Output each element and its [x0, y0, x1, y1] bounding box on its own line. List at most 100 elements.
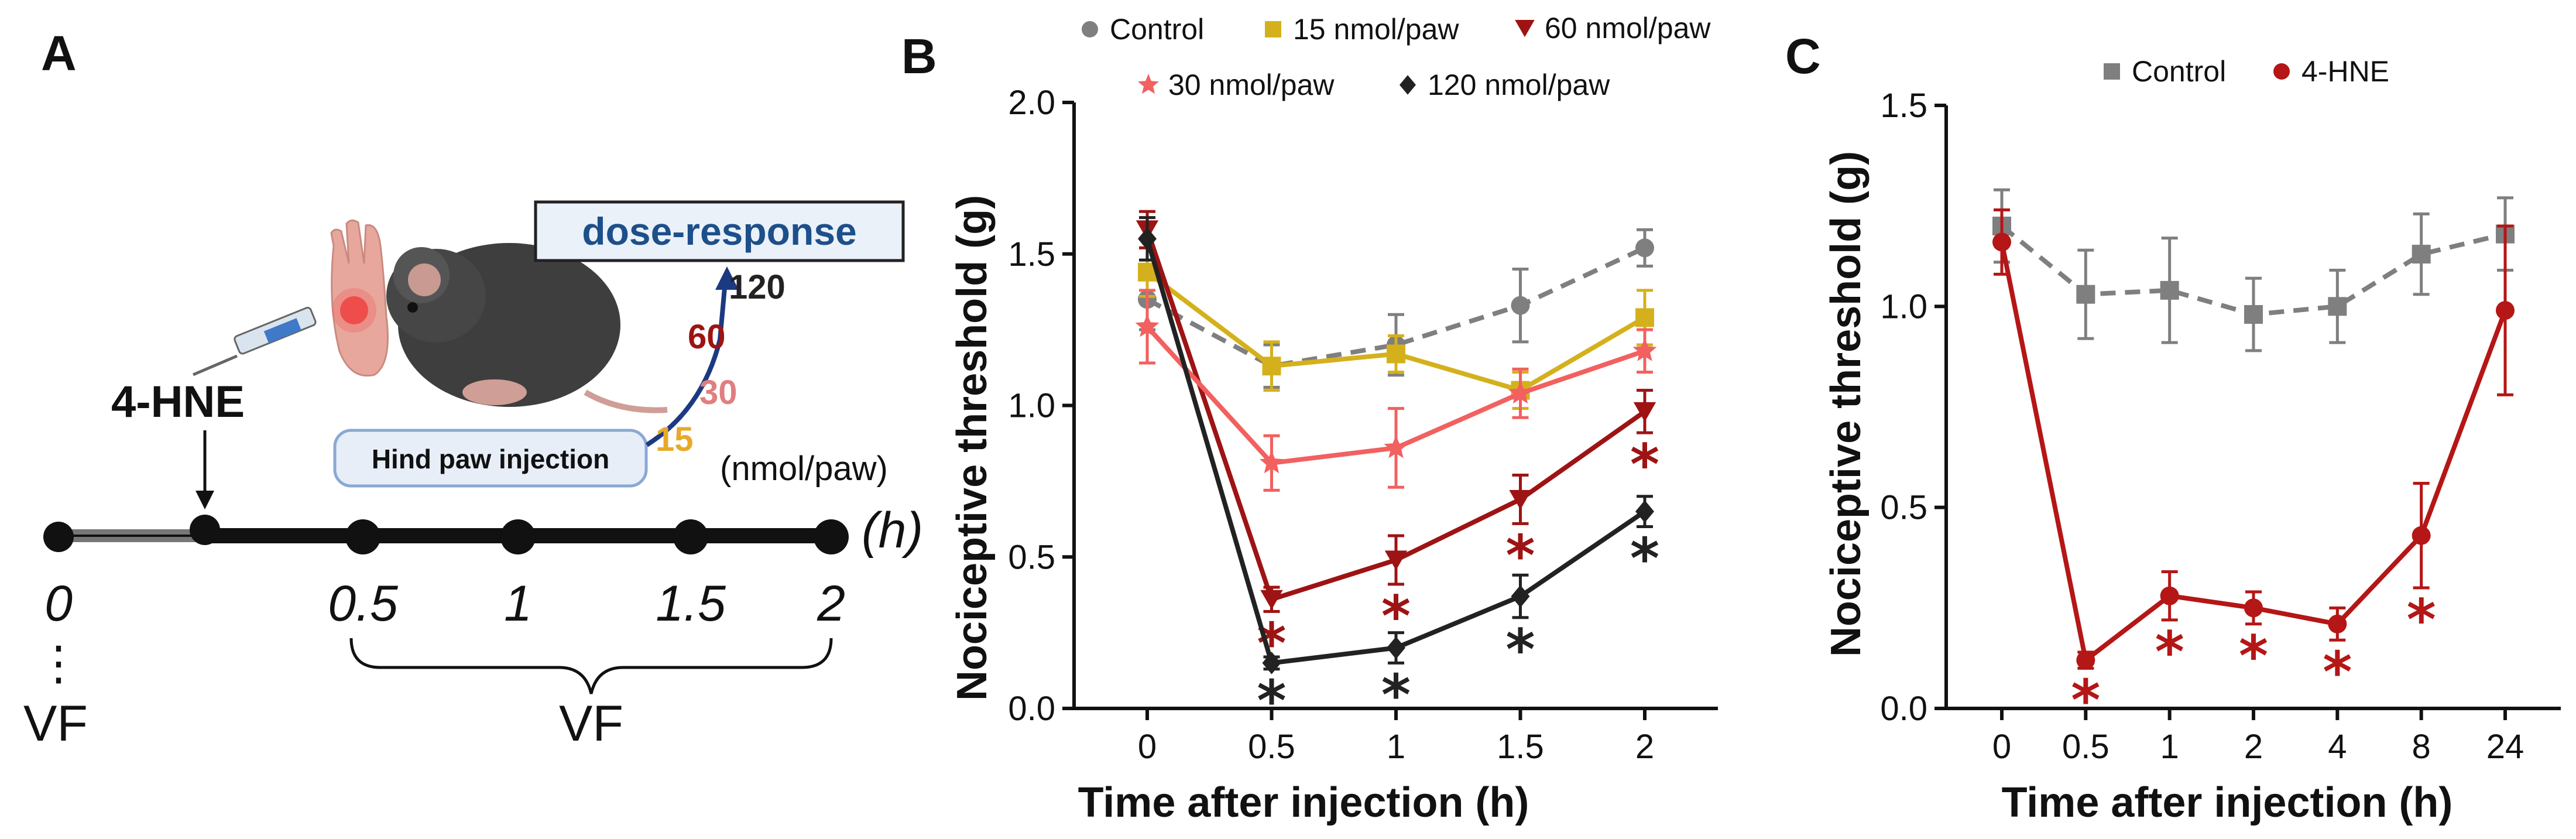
data-point-hne: [2076, 650, 2095, 670]
data-point-d15: [1635, 308, 1654, 327]
data-point-d60: [1260, 590, 1283, 610]
data-point-d120: [1635, 500, 1654, 523]
x-tick-label: 0: [1138, 728, 1157, 766]
series-d120: * * * *: [1138, 216, 1659, 734]
data-point-control: [1511, 296, 1530, 315]
legend-marker-d30: [1138, 74, 1159, 94]
legend-marker-d15: [1265, 21, 1281, 37]
x-tick-label: 2: [1635, 728, 1654, 766]
syringe-icon: [193, 307, 317, 376]
significance-star: *: [2071, 667, 2100, 733]
data-point-d30: [1135, 314, 1160, 337]
dose-response-label: dose-response: [582, 210, 856, 253]
data-point-control: [2244, 305, 2263, 324]
significance-star: *: [1257, 669, 1286, 734]
legend-marker-control: [2104, 63, 2120, 80]
significance-star: *: [1630, 432, 1659, 498]
panel-c-series: * * * * *: [1992, 188, 2515, 733]
panel-a-schematic: A Hind paw injection dose-respo: [23, 26, 923, 752]
timeline-unit: (h): [862, 502, 923, 559]
x-tick-label: 0.5: [1248, 728, 1295, 766]
y-tick-label: 0.5: [1880, 489, 1927, 527]
data-point-hne: [1992, 232, 2011, 252]
series-control: [1992, 188, 2515, 352]
arrow-head-icon: [715, 266, 739, 290]
panel-b-chart: B 0.00.51.01.52.00 0.5 1 1.5 2 * **** *** Cont…: [901, 12, 1718, 826]
dose-30: 30: [699, 374, 738, 412]
x-tick-label: 2: [2244, 728, 2263, 766]
data-point-d60: [1384, 550, 1408, 571]
panel-b-label: B: [901, 29, 937, 84]
legend-marker-control: [1082, 21, 1098, 37]
data-point-control: [2412, 245, 2431, 264]
data-point-d30: [1260, 450, 1284, 474]
timeline-tick-0: 0: [44, 576, 73, 632]
data-point-d15: [1387, 344, 1405, 364]
y-tick-label: 2.0: [1008, 84, 1055, 122]
panel-c-legend: Control 4-HNE: [2104, 55, 2389, 88]
y-tick-label: 1.5: [1880, 87, 1927, 125]
y-tick-label: 0.0: [1008, 690, 1055, 728]
data-point-d60: [1509, 489, 1532, 510]
dose-response-arrow: [645, 275, 728, 447]
panel-b-legend: Control 15 nmol/paw 60 nmol/paw 30 nmol/paw…: [1082, 12, 1711, 101]
y-tick-label: 1.0: [1880, 287, 1927, 326]
x-tick-label: 1: [1387, 728, 1405, 766]
series-d30: [1135, 289, 1657, 492]
dose-120: 120: [729, 268, 786, 306]
dose-60: 60: [688, 318, 726, 356]
data-point-d120: [1387, 636, 1405, 659]
series-line-control: [1146, 245, 1646, 369]
legend-label-d15: 15 nmol/paw: [1293, 13, 1459, 46]
timeline: [43, 515, 849, 554]
significance-star: *: [1381, 662, 1411, 728]
panel-c-ylabel: Nociceptive threshold (g): [1823, 151, 1870, 657]
timeline-tick-1: 1: [504, 576, 532, 632]
legend-label-d30: 30 nmol/paw: [1168, 69, 1335, 101]
legend-label-d120: 120 nmol/paw: [1428, 69, 1610, 101]
data-point-control: [2160, 280, 2179, 300]
y-tick-label: 1.5: [1008, 235, 1055, 273]
data-point-hne: [2412, 526, 2431, 545]
timeline-tick-0.5: 0.5: [328, 576, 399, 632]
data-point-d30: [1508, 381, 1532, 404]
significance-star: *: [2239, 624, 2268, 689]
series-d60: * ***: [1136, 210, 1659, 676]
y-tick-label: 0.5: [1008, 538, 1055, 576]
panel-b-axes: 0.0 0.5 1.0 1.5 2.0 0 0.5 1 1.5 2: [1008, 84, 1718, 766]
vf-brace-label: VF: [559, 696, 623, 752]
panel-c-xlabel: Time after injection (h): [2002, 779, 2453, 826]
x-tick-label: 8: [2412, 728, 2431, 766]
data-point-control: [1635, 238, 1654, 258]
y-tick-label: 1.0: [1008, 387, 1055, 425]
panel-c-axes: 0.00.51.01.50 0.5 1 2 4 8 24: [1880, 87, 2561, 766]
x-tick-label: 1.5: [1497, 728, 1544, 766]
data-point-d60: [1633, 402, 1656, 422]
data-point-hne: [2328, 614, 2347, 633]
dose-response-box: [534, 200, 905, 262]
data-point-hne: [2244, 598, 2263, 618]
x-tick-label: 0: [1992, 728, 2011, 766]
legend-label-hne: 4-HNE: [2301, 55, 2389, 88]
vf-baseline-label: VF: [23, 696, 88, 752]
panel-b-series: * **** ***: [1135, 210, 1659, 734]
panel-b-ylabel: Nociceptive threshold (g): [949, 195, 996, 701]
legend-marker-hne: [2273, 63, 2290, 80]
legend-marker-d60: [1515, 20, 1535, 37]
x-tick-label: 4: [2328, 728, 2347, 766]
data-point-control: [2076, 285, 2095, 304]
x-tick-label: 0.5: [2062, 728, 2109, 766]
timeline-tick-2: 2: [817, 576, 845, 632]
data-point-d120: [1511, 585, 1530, 608]
data-point-d120: [1138, 227, 1157, 251]
significance-star: *: [2155, 619, 2184, 685]
series-hne: * * * * *: [1992, 208, 2515, 733]
dose-unit: (nmol/paw): [720, 450, 888, 488]
timepoint-brace: [349, 638, 833, 694]
data-point-hne: [2496, 301, 2515, 320]
panel-a-label: A: [41, 26, 77, 81]
x-tick-label: 1: [2160, 728, 2179, 766]
data-point-d30: [1384, 435, 1408, 458]
hind-paw-injection-box: [333, 429, 648, 488]
